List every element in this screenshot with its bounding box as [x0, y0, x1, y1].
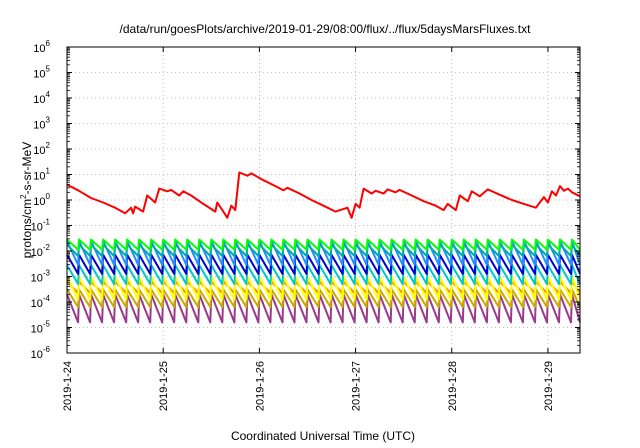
flux-series-band: [66, 239, 581, 266]
x-tick-label: 2019-1-26: [254, 361, 266, 411]
y-tick-label: 100: [33, 192, 50, 208]
y-tick-label: 103: [33, 116, 50, 132]
x-tick-label: 2019-1-29: [543, 361, 555, 411]
flux-series-red: [66, 171, 581, 219]
x-tick-label: 2019-1-27: [351, 361, 363, 411]
y-tick-label: 10-4: [31, 294, 51, 310]
y-tick-label: 105: [33, 65, 50, 81]
x-tick-label: 2019-1-24: [62, 361, 74, 411]
y-axis-ticks: 10-610-510-410-310-210-11001011021031041…: [31, 39, 580, 361]
y-tick-label: 10-5: [31, 320, 51, 336]
svg-text:protons/cm2-s-sr-MeV: protons/cm2-s-sr-MeV: [19, 142, 34, 258]
flux-series-band: [66, 288, 581, 309]
y-tick-label: 106: [33, 39, 50, 55]
y-axis-label-superscript: 2: [19, 194, 28, 199]
y-tick-label: 102: [33, 141, 50, 157]
flux-series-band: [66, 264, 581, 286]
flux-series-band: [66, 243, 581, 258]
y-axis-label-part2: -s-sr-MeV: [20, 142, 34, 195]
y-axis-label: protons/cm2-s-sr-MeV: [19, 142, 34, 258]
y-tick-label: 104: [33, 90, 50, 106]
y-tick-label: 10-6: [31, 345, 51, 361]
x-tick-label: 2019-1-28: [447, 361, 459, 411]
flux-series-band: [66, 253, 581, 275]
series-layer: [66, 171, 581, 324]
flux-series-band: [66, 293, 581, 324]
y-tick-label: 101: [33, 167, 50, 183]
x-axis-ticks: 2019-1-24 2019-1-25 2019-1-26 2019-1-27 2019…: [62, 47, 555, 411]
x-axis-label: Coordinated Universal Time (UTC): [231, 429, 415, 443]
flux-series-band: [66, 238, 581, 251]
flux-series-band: [66, 275, 581, 301]
y-tick-label: 10-3: [31, 269, 51, 285]
y-axis-label-part1: protons/cm: [20, 199, 34, 258]
chart-title: /data/run/goesPlots/archive/2019-01-29/0…: [120, 22, 532, 36]
x-tick-label: 2019-1-25: [158, 361, 170, 411]
